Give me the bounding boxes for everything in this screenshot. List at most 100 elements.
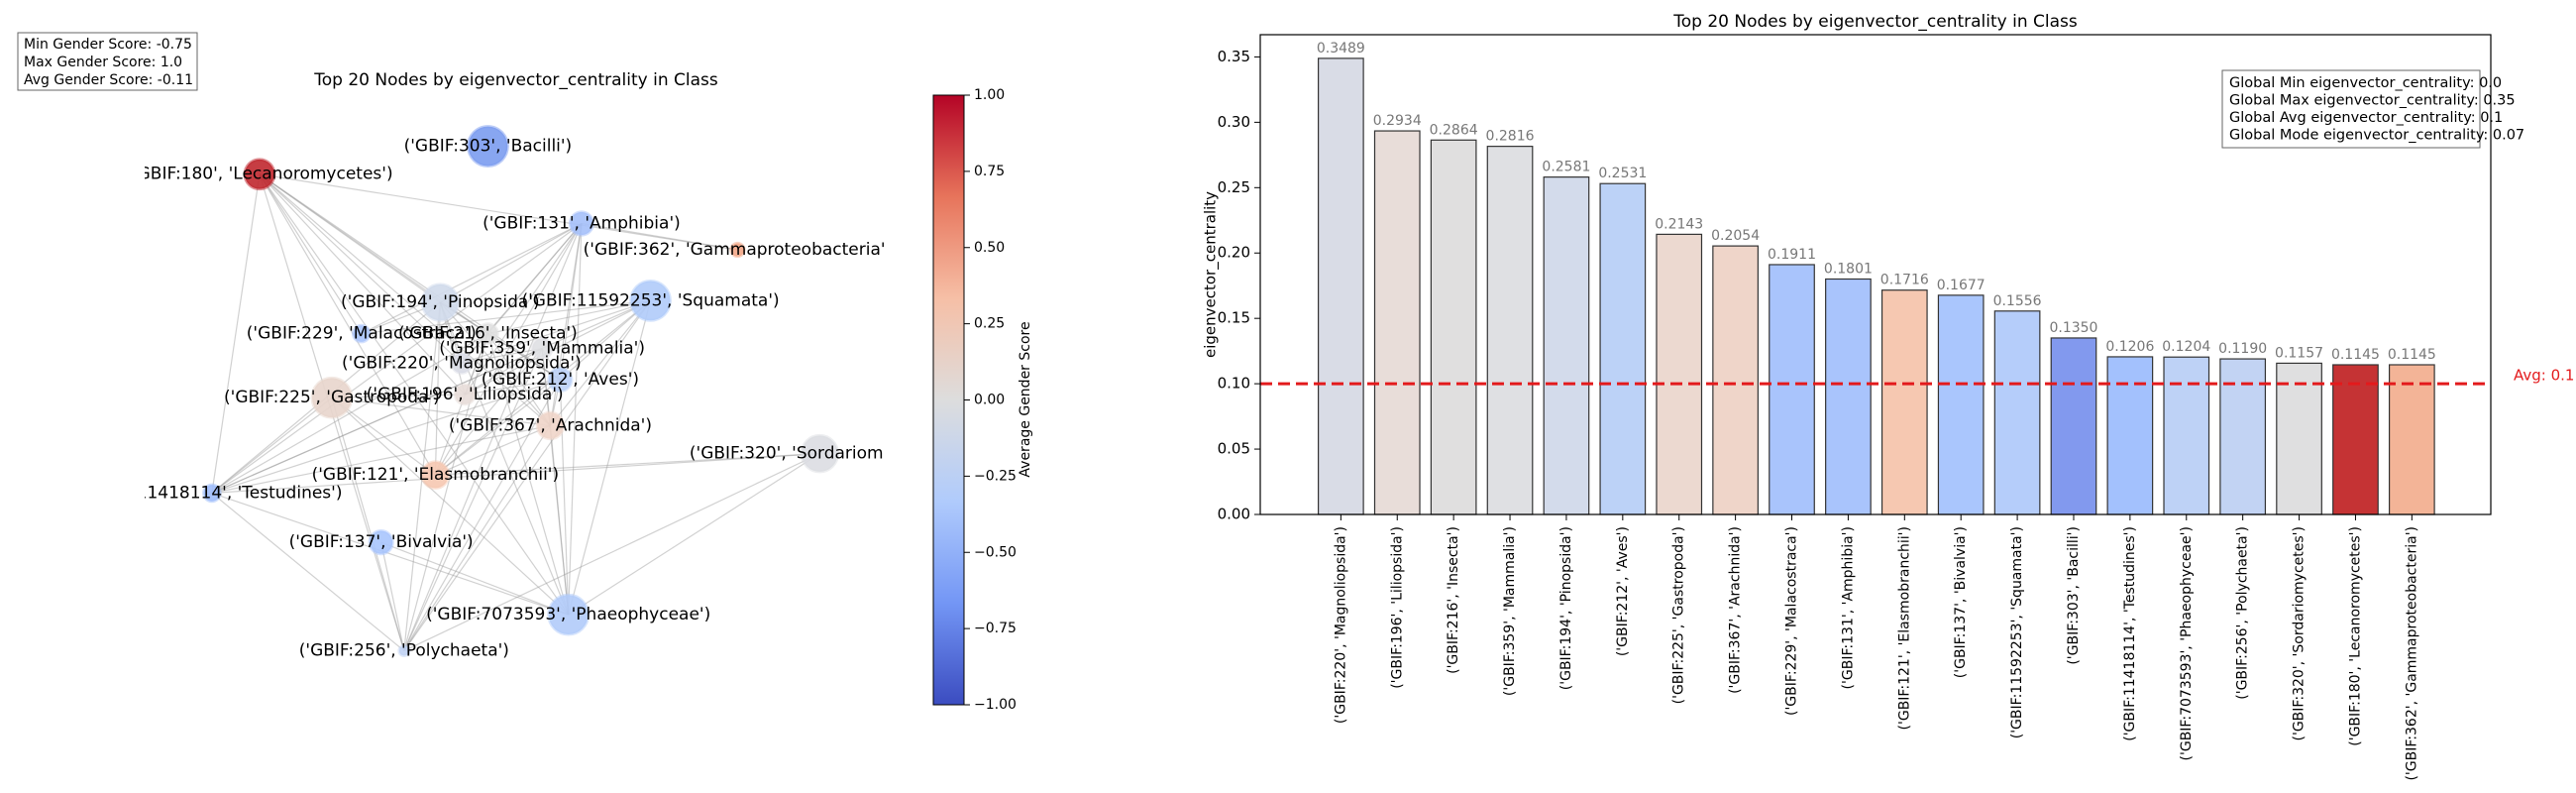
network-title: Top 20 Nodes by eigenvector_centrality i… xyxy=(313,70,718,90)
edge xyxy=(259,173,561,381)
annotation-text: Max Gender Score: 1.0 xyxy=(24,55,182,70)
annotation-text: Global Mode eigenvector_centrality: 0.07 xyxy=(2229,128,2524,144)
value-label: 0.1157 xyxy=(2275,345,2323,361)
value-label: 0.1556 xyxy=(1993,293,2042,309)
y-tick-label: 0.05 xyxy=(1218,440,1250,458)
x-tick-label: ('GBIF:11592253', 'Squamata') xyxy=(2009,526,2025,738)
edge xyxy=(211,492,405,652)
bar xyxy=(1373,130,1421,515)
value-label: 0.2934 xyxy=(1373,113,1422,129)
edge xyxy=(331,396,551,427)
edge xyxy=(361,299,651,335)
edge xyxy=(486,223,583,334)
x-tick-label: ('GBIF:303', 'Bacilli') xyxy=(2066,526,2082,665)
colorbar-tick-label: 0.75 xyxy=(974,164,1005,179)
value-label: 0.3489 xyxy=(1317,41,1365,57)
value-label: 0.1145 xyxy=(2388,347,2436,363)
edge xyxy=(211,333,488,494)
value-label: 0.1145 xyxy=(2331,347,2380,363)
edge xyxy=(568,453,820,616)
edge xyxy=(211,453,820,494)
edge xyxy=(211,173,261,494)
annotation-box xyxy=(2221,69,2481,149)
x-tick-label: ('GBIF:229', 'Malacostraca') xyxy=(1784,526,1800,716)
edge xyxy=(435,379,561,476)
edge xyxy=(403,300,652,651)
edge xyxy=(486,333,551,426)
node-label: ('GBIF:216', 'Insecta') xyxy=(398,324,578,344)
node xyxy=(420,460,451,490)
edge xyxy=(259,173,738,251)
edge xyxy=(259,173,570,616)
node xyxy=(568,210,595,237)
reference-label: Avg: 0.1 xyxy=(2514,367,2574,385)
value-label: 0.1677 xyxy=(1937,278,1986,293)
bar xyxy=(1825,278,1872,515)
colorbar xyxy=(932,94,965,706)
node xyxy=(450,351,474,375)
bar xyxy=(2332,364,2379,515)
edge xyxy=(211,379,561,494)
edge xyxy=(259,173,363,334)
edge xyxy=(403,453,820,652)
node xyxy=(530,337,554,360)
edge xyxy=(331,394,466,398)
node-label: ('GBIF:367', 'Arachnida') xyxy=(449,415,652,435)
edge xyxy=(568,300,652,616)
edge xyxy=(487,333,561,381)
node-label: ('GBIF:7073593', 'Phaeophyceae') xyxy=(426,605,710,624)
edge xyxy=(440,222,583,303)
value-label: 0.1911 xyxy=(1768,247,1816,263)
edge xyxy=(259,173,436,476)
y-tick-label: 0.30 xyxy=(1218,113,1250,131)
node-label: ('GBIF:359', 'Mammalia') xyxy=(439,338,645,358)
node xyxy=(729,241,746,259)
node-label: ('GBIF:137', 'Bivalvia') xyxy=(289,532,474,552)
y-tick-label: 0.25 xyxy=(1218,178,1250,196)
node xyxy=(476,322,499,346)
edge xyxy=(403,223,583,651)
edge xyxy=(464,223,583,396)
value-label: 0.2143 xyxy=(1655,216,1703,232)
edge xyxy=(549,425,570,616)
x-tick-label: ('GBIF:212', 'Aves') xyxy=(1615,526,1631,656)
edge xyxy=(487,299,651,335)
edge xyxy=(380,542,405,651)
node-label: ('GBIF:229', 'Malacostraca') xyxy=(247,324,477,344)
edge xyxy=(568,223,583,616)
node-label: ('GBIF:121', 'Elasmobranchii') xyxy=(312,465,560,485)
edge xyxy=(259,173,441,303)
node xyxy=(202,483,222,504)
node-label: ('GBIF:362', 'Gammaproteobacteria') xyxy=(584,240,893,260)
bar xyxy=(2276,362,2322,515)
bar-title: Top 20 Nodes by eigenvector_centrality i… xyxy=(1672,12,2078,32)
edge xyxy=(331,396,570,616)
node-label: ('GBIF:180', 'Lecanoromycetes') xyxy=(126,165,392,184)
edge xyxy=(549,300,652,426)
node xyxy=(243,158,276,191)
bar xyxy=(1937,294,1985,515)
value-label: 0.2864 xyxy=(1430,122,1478,138)
edge xyxy=(259,173,463,364)
edge xyxy=(434,348,543,476)
x-tick-label: ('GBIF:320', 'Sordariomycetes') xyxy=(2292,526,2308,740)
x-tick-label: ('GBIF:180', 'Lecanoromycetes') xyxy=(2347,526,2363,746)
edge xyxy=(211,223,583,494)
y-tick-label: 0.00 xyxy=(1218,506,1250,523)
edge xyxy=(403,348,543,651)
node xyxy=(453,383,477,406)
edge xyxy=(486,333,570,616)
annotation-box xyxy=(17,32,198,91)
edge xyxy=(541,348,570,616)
edge xyxy=(464,299,651,396)
value-label: 0.1350 xyxy=(2049,320,2097,336)
value-label: 0.2054 xyxy=(1711,228,1760,244)
colorbar-tick-label: −0.25 xyxy=(974,468,1017,484)
annotation-text: Avg Gender Score: -0.11 xyxy=(24,72,193,88)
y-tick-label: 0.35 xyxy=(1218,48,1250,65)
node xyxy=(800,433,840,474)
node xyxy=(547,366,574,394)
node-label: ('GBIF:196', 'Liliopsida') xyxy=(367,385,564,404)
edge xyxy=(559,223,583,381)
bar xyxy=(2163,356,2210,515)
